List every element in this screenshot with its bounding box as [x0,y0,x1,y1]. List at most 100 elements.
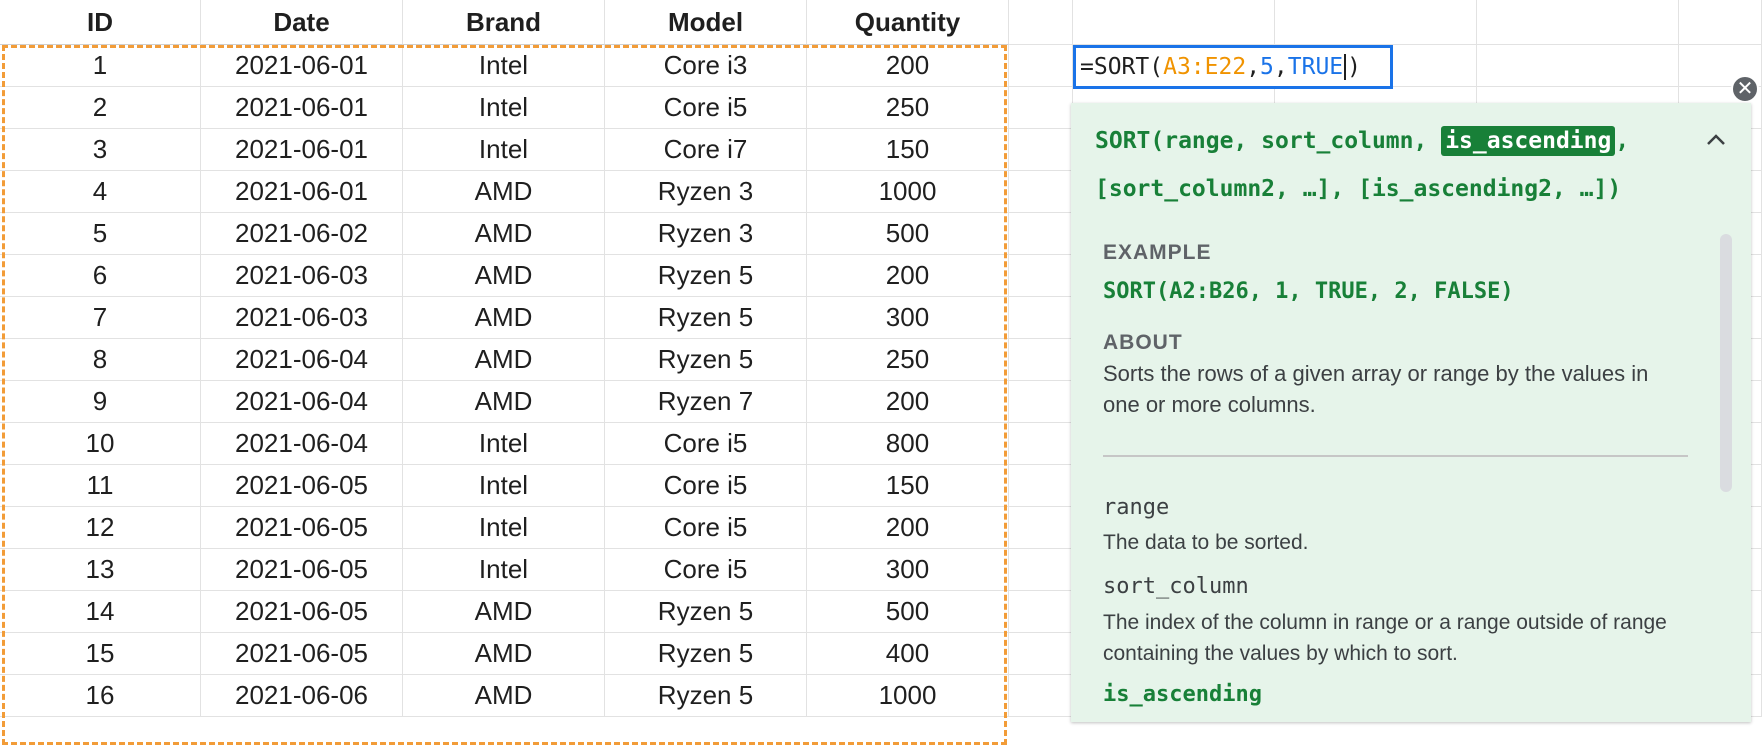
table-cell-model[interactable]: Core i3 [605,45,807,87]
table-cell-quantity[interactable]: 200 [807,381,1009,423]
empty-cell[interactable] [1477,0,1679,45]
table-cell-quantity[interactable]: 1000 [807,171,1009,213]
table-cell-quantity[interactable]: 300 [807,297,1009,339]
table-cell-model[interactable]: Ryzen 5 [605,633,807,675]
table-cell-quantity[interactable]: 150 [807,465,1009,507]
table-cell-quantity[interactable]: 200 [807,45,1009,87]
table-cell-brand[interactable]: AMD [403,675,605,717]
table-cell-model[interactable]: Core i5 [605,507,807,549]
empty-cell[interactable] [1009,507,1073,549]
table-cell-date[interactable]: 2021-06-01 [201,87,403,129]
empty-cell[interactable] [1009,549,1073,591]
table-cell-id[interactable]: 12 [0,507,201,549]
empty-cell[interactable] [1009,423,1073,465]
table-cell-quantity[interactable]: 800 [807,423,1009,465]
empty-cell[interactable] [1009,129,1073,171]
table-cell-id[interactable]: 10 [0,423,201,465]
table-cell-id[interactable]: 3 [0,129,201,171]
table-cell-model[interactable]: Ryzen 5 [605,339,807,381]
table-cell-brand[interactable]: Intel [403,45,605,87]
table-cell-date[interactable]: 2021-06-05 [201,633,403,675]
help-scrollbar[interactable] [1720,234,1732,492]
table-cell-id[interactable]: 6 [0,255,201,297]
table-cell-model[interactable]: Core i5 [605,87,807,129]
table-cell-quantity[interactable]: 1000 [807,675,1009,717]
table-cell-quantity[interactable]: 300 [807,549,1009,591]
table-cell-id[interactable]: 13 [0,549,201,591]
empty-cell[interactable] [1009,381,1073,423]
empty-cell[interactable] [1009,0,1073,45]
table-cell-date[interactable]: 2021-06-05 [201,507,403,549]
table-cell-date[interactable]: 2021-06-06 [201,675,403,717]
empty-cell[interactable] [1477,45,1679,87]
table-cell-quantity[interactable]: 250 [807,87,1009,129]
table-cell-id[interactable]: 7 [0,297,201,339]
empty-cell[interactable] [1009,633,1073,675]
column-header-model[interactable]: Model [605,0,807,45]
empty-cell[interactable] [1009,591,1073,633]
table-cell-date[interactable]: 2021-06-04 [201,339,403,381]
table-cell-id[interactable]: 1 [0,45,201,87]
help-body[interactable]: EXAMPLE SORT(A2:B26, 1, TRUE, 2, FALSE) … [1079,227,1741,722]
empty-cell[interactable] [1009,45,1073,87]
empty-cell[interactable] [1009,171,1073,213]
table-cell-id[interactable]: 8 [0,339,201,381]
table-cell-model[interactable]: Core i5 [605,423,807,465]
table-cell-model[interactable]: Ryzen 5 [605,675,807,717]
table-cell-brand[interactable]: AMD [403,213,605,255]
table-cell-model[interactable]: Ryzen 3 [605,171,807,213]
table-cell-model[interactable]: Ryzen 5 [605,591,807,633]
table-cell-model[interactable]: Ryzen 5 [605,255,807,297]
table-cell-brand[interactable]: AMD [403,255,605,297]
empty-cell[interactable] [1275,0,1477,45]
close-icon[interactable]: ✕ [1731,75,1759,103]
table-cell-id[interactable]: 5 [0,213,201,255]
table-cell-date[interactable]: 2021-06-03 [201,255,403,297]
table-cell-date[interactable]: 2021-06-03 [201,297,403,339]
table-cell-date[interactable]: 2021-06-05 [201,591,403,633]
table-cell-date[interactable]: 2021-06-04 [201,381,403,423]
table-cell-brand[interactable]: Intel [403,507,605,549]
formula-cell-editor[interactable]: =SORT(A3:E22, 5, TRUE) [1073,45,1393,89]
table-cell-date[interactable]: 2021-06-05 [201,465,403,507]
table-cell-quantity[interactable]: 400 [807,633,1009,675]
table-cell-quantity[interactable]: 500 [807,213,1009,255]
table-cell-id[interactable]: 15 [0,633,201,675]
table-cell-id[interactable]: 14 [0,591,201,633]
empty-cell[interactable] [1009,465,1073,507]
column-header-brand[interactable]: Brand [403,0,605,45]
table-cell-brand[interactable]: AMD [403,297,605,339]
table-cell-id[interactable]: 2 [0,87,201,129]
table-cell-quantity[interactable]: 150 [807,129,1009,171]
empty-cell[interactable] [1679,0,1762,45]
table-cell-brand[interactable]: AMD [403,381,605,423]
empty-cell[interactable] [1009,213,1073,255]
empty-cell[interactable] [1073,0,1275,45]
table-cell-date[interactable]: 2021-06-01 [201,129,403,171]
table-cell-brand[interactable]: AMD [403,633,605,675]
table-cell-id[interactable]: 9 [0,381,201,423]
table-cell-quantity[interactable]: 200 [807,255,1009,297]
table-cell-brand[interactable]: AMD [403,339,605,381]
table-cell-brand[interactable]: Intel [403,129,605,171]
table-cell-date[interactable]: 2021-06-01 [201,171,403,213]
column-header-quantity[interactable]: Quantity [807,0,1009,45]
column-header-id[interactable]: ID [0,0,201,45]
empty-cell[interactable] [1009,297,1073,339]
table-cell-model[interactable]: Core i5 [605,549,807,591]
table-cell-model[interactable]: Core i7 [605,129,807,171]
table-cell-model[interactable]: Ryzen 3 [605,213,807,255]
table-cell-quantity[interactable]: 250 [807,339,1009,381]
table-cell-brand[interactable]: Intel [403,423,605,465]
table-cell-quantity[interactable]: 200 [807,507,1009,549]
table-cell-id[interactable]: 16 [0,675,201,717]
table-cell-date[interactable]: 2021-06-04 [201,423,403,465]
table-cell-brand[interactable]: Intel [403,465,605,507]
column-header-date[interactable]: Date [201,0,403,45]
empty-cell[interactable] [1009,255,1073,297]
table-cell-brand[interactable]: AMD [403,591,605,633]
table-cell-brand[interactable]: Intel [403,549,605,591]
table-cell-id[interactable]: 4 [0,171,201,213]
table-cell-model[interactable]: Core i5 [605,465,807,507]
table-cell-id[interactable]: 11 [0,465,201,507]
